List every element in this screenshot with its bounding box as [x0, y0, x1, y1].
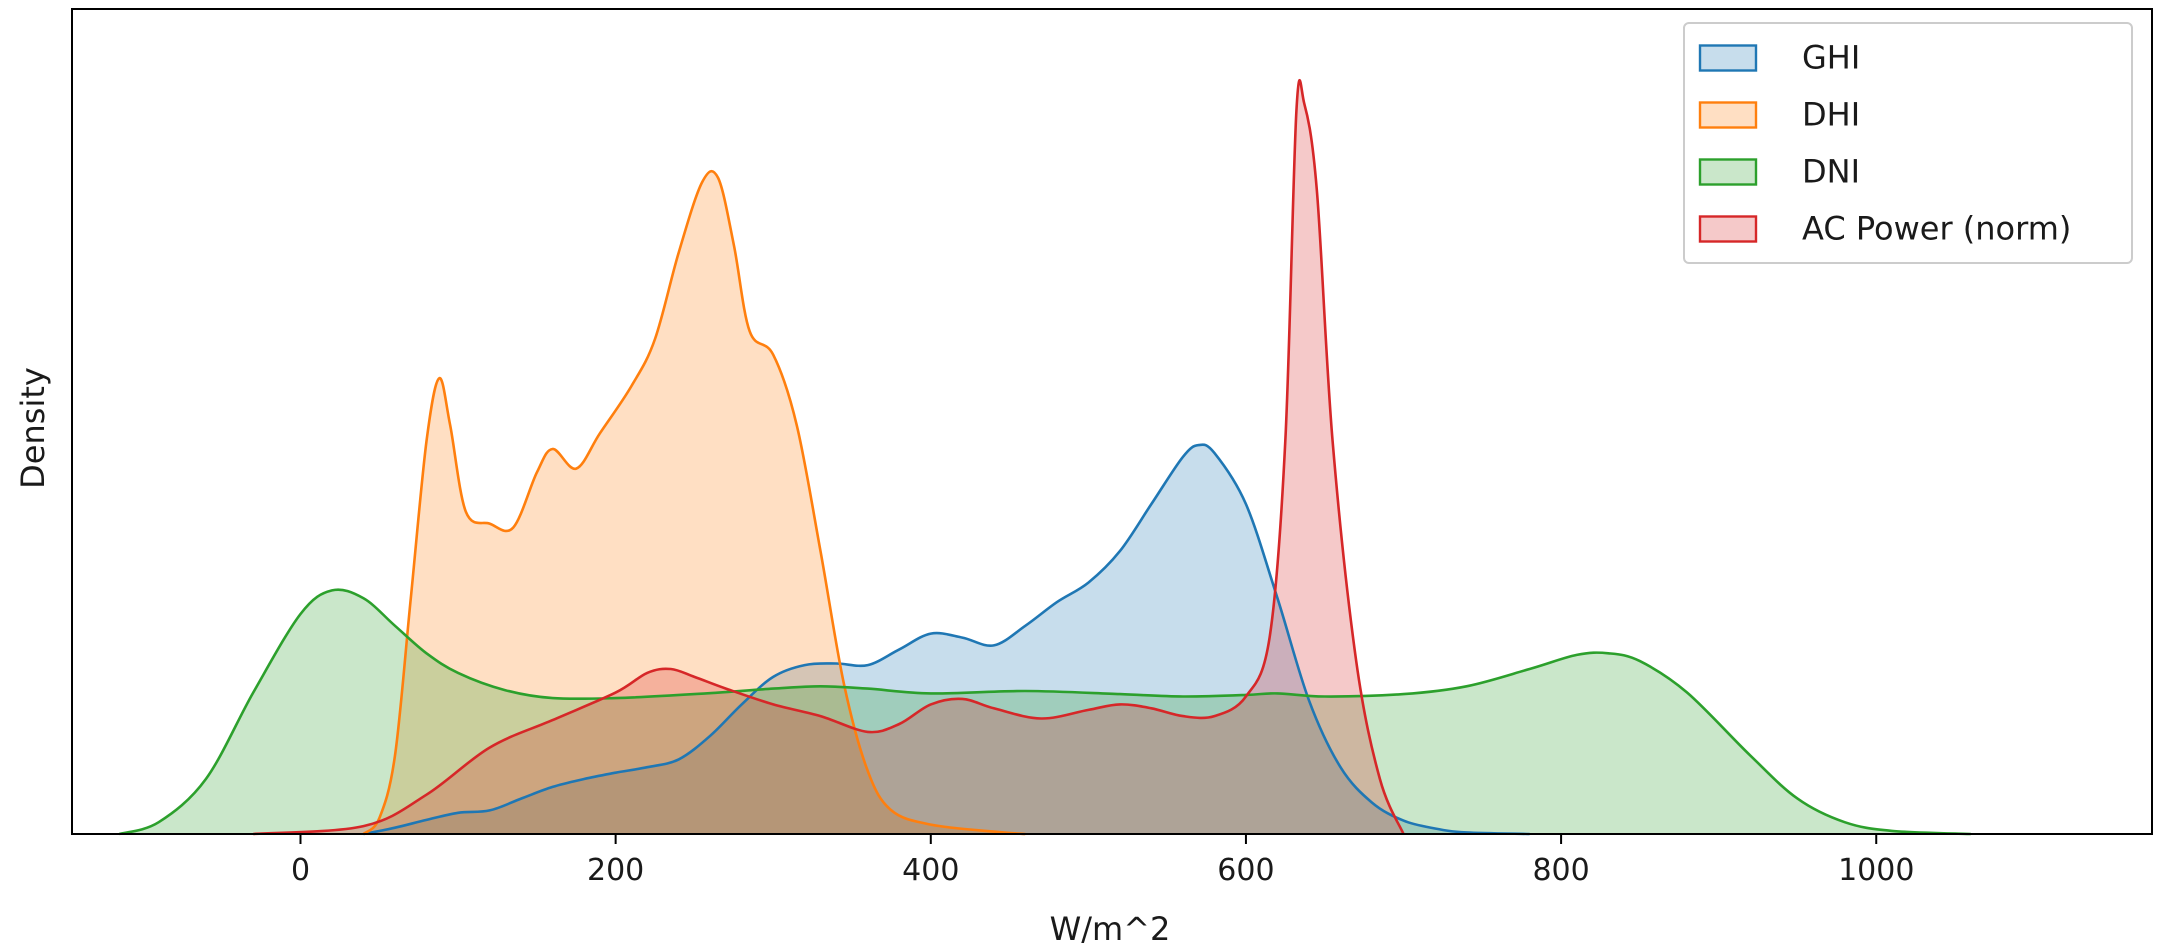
x-tick-label: 800: [1532, 853, 1589, 888]
line-dhi: [362, 169, 1026, 836]
x-axis-ticks: 0 200 400 600 800 1000: [291, 834, 1914, 888]
x-tick-label: 1000: [1838, 853, 1914, 888]
legend-swatch-dhi: [1698, 101, 1758, 129]
line-ac-power-norm: [253, 79, 1405, 836]
legend: GHI DHI DNI AC Power (norm): [1683, 22, 2133, 264]
legend-box: [1683, 22, 2133, 264]
x-axis-label: W/m^2: [1050, 910, 1171, 948]
legend-label-dhi: DHI: [1802, 96, 1860, 134]
density-fills: [119, 80, 1971, 835]
x-tick-label: 0: [291, 853, 310, 888]
y-axis-label: Density: [14, 367, 52, 489]
area-dhi: [363, 171, 1026, 835]
x-tick-label: 400: [902, 853, 959, 888]
legend-swatch-ac-power-norm: [1698, 215, 1758, 243]
line-dni: [118, 588, 1971, 836]
area-ghi: [363, 444, 1530, 834]
legend-swatch-dni: [1698, 158, 1758, 186]
legend-label-dni: DNI: [1802, 153, 1860, 191]
legend-swatch-ghi: [1698, 44, 1758, 72]
density-lines: [118, 79, 1971, 836]
legend-label-ac-power-norm: AC Power (norm): [1802, 210, 2071, 248]
x-tick-label: 200: [587, 853, 644, 888]
area-ac-power-norm: [253, 80, 1404, 834]
legend-label-ghi: GHI: [1802, 39, 1860, 77]
x-tick-label: 600: [1217, 853, 1274, 888]
area-dni: [119, 589, 1971, 834]
plot-frame: [71, 8, 2153, 835]
